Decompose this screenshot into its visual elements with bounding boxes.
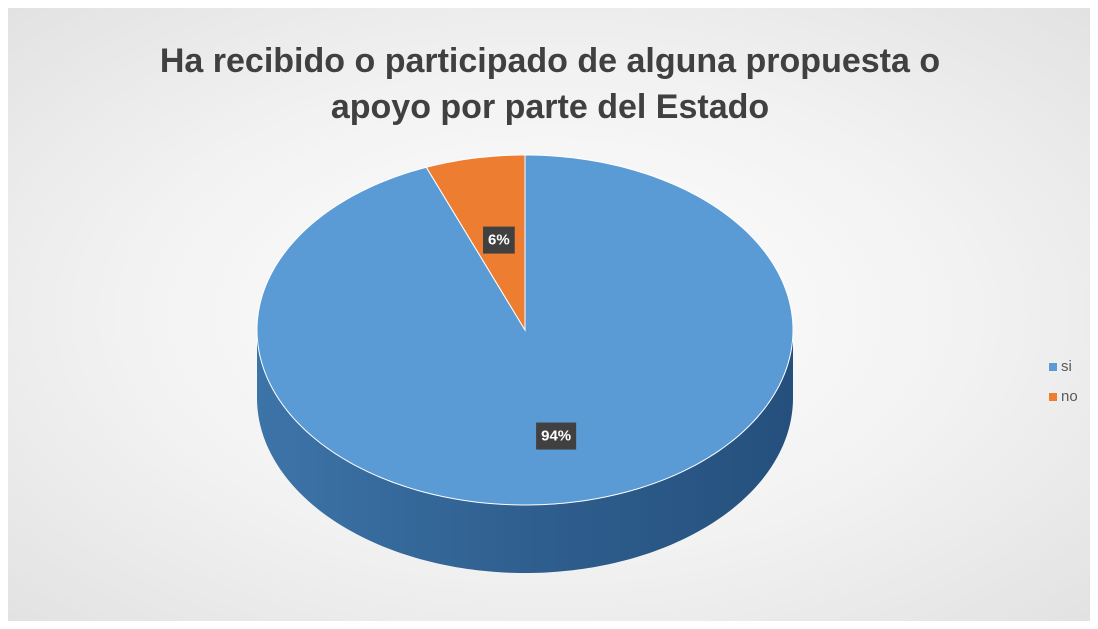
- pie-sides: [257, 330, 793, 573]
- legend-swatch: [1049, 363, 1057, 371]
- data-label: 94%: [541, 428, 571, 445]
- chart-title: Ha recibido o participado de alguna prop…: [159, 42, 941, 126]
- legend-swatch: [1049, 393, 1057, 401]
- legend-label: no: [1061, 388, 1078, 405]
- data-labels: 94% 6%: [483, 226, 577, 450]
- legend-label: si: [1061, 358, 1072, 375]
- data-label-box: [483, 226, 515, 254]
- pie-top: [256, 154, 794, 506]
- pie-slice: [425, 154, 526, 332]
- data-label: 6%: [488, 232, 510, 249]
- data-label-box: [536, 422, 577, 450]
- pie-side: [257, 330, 793, 573]
